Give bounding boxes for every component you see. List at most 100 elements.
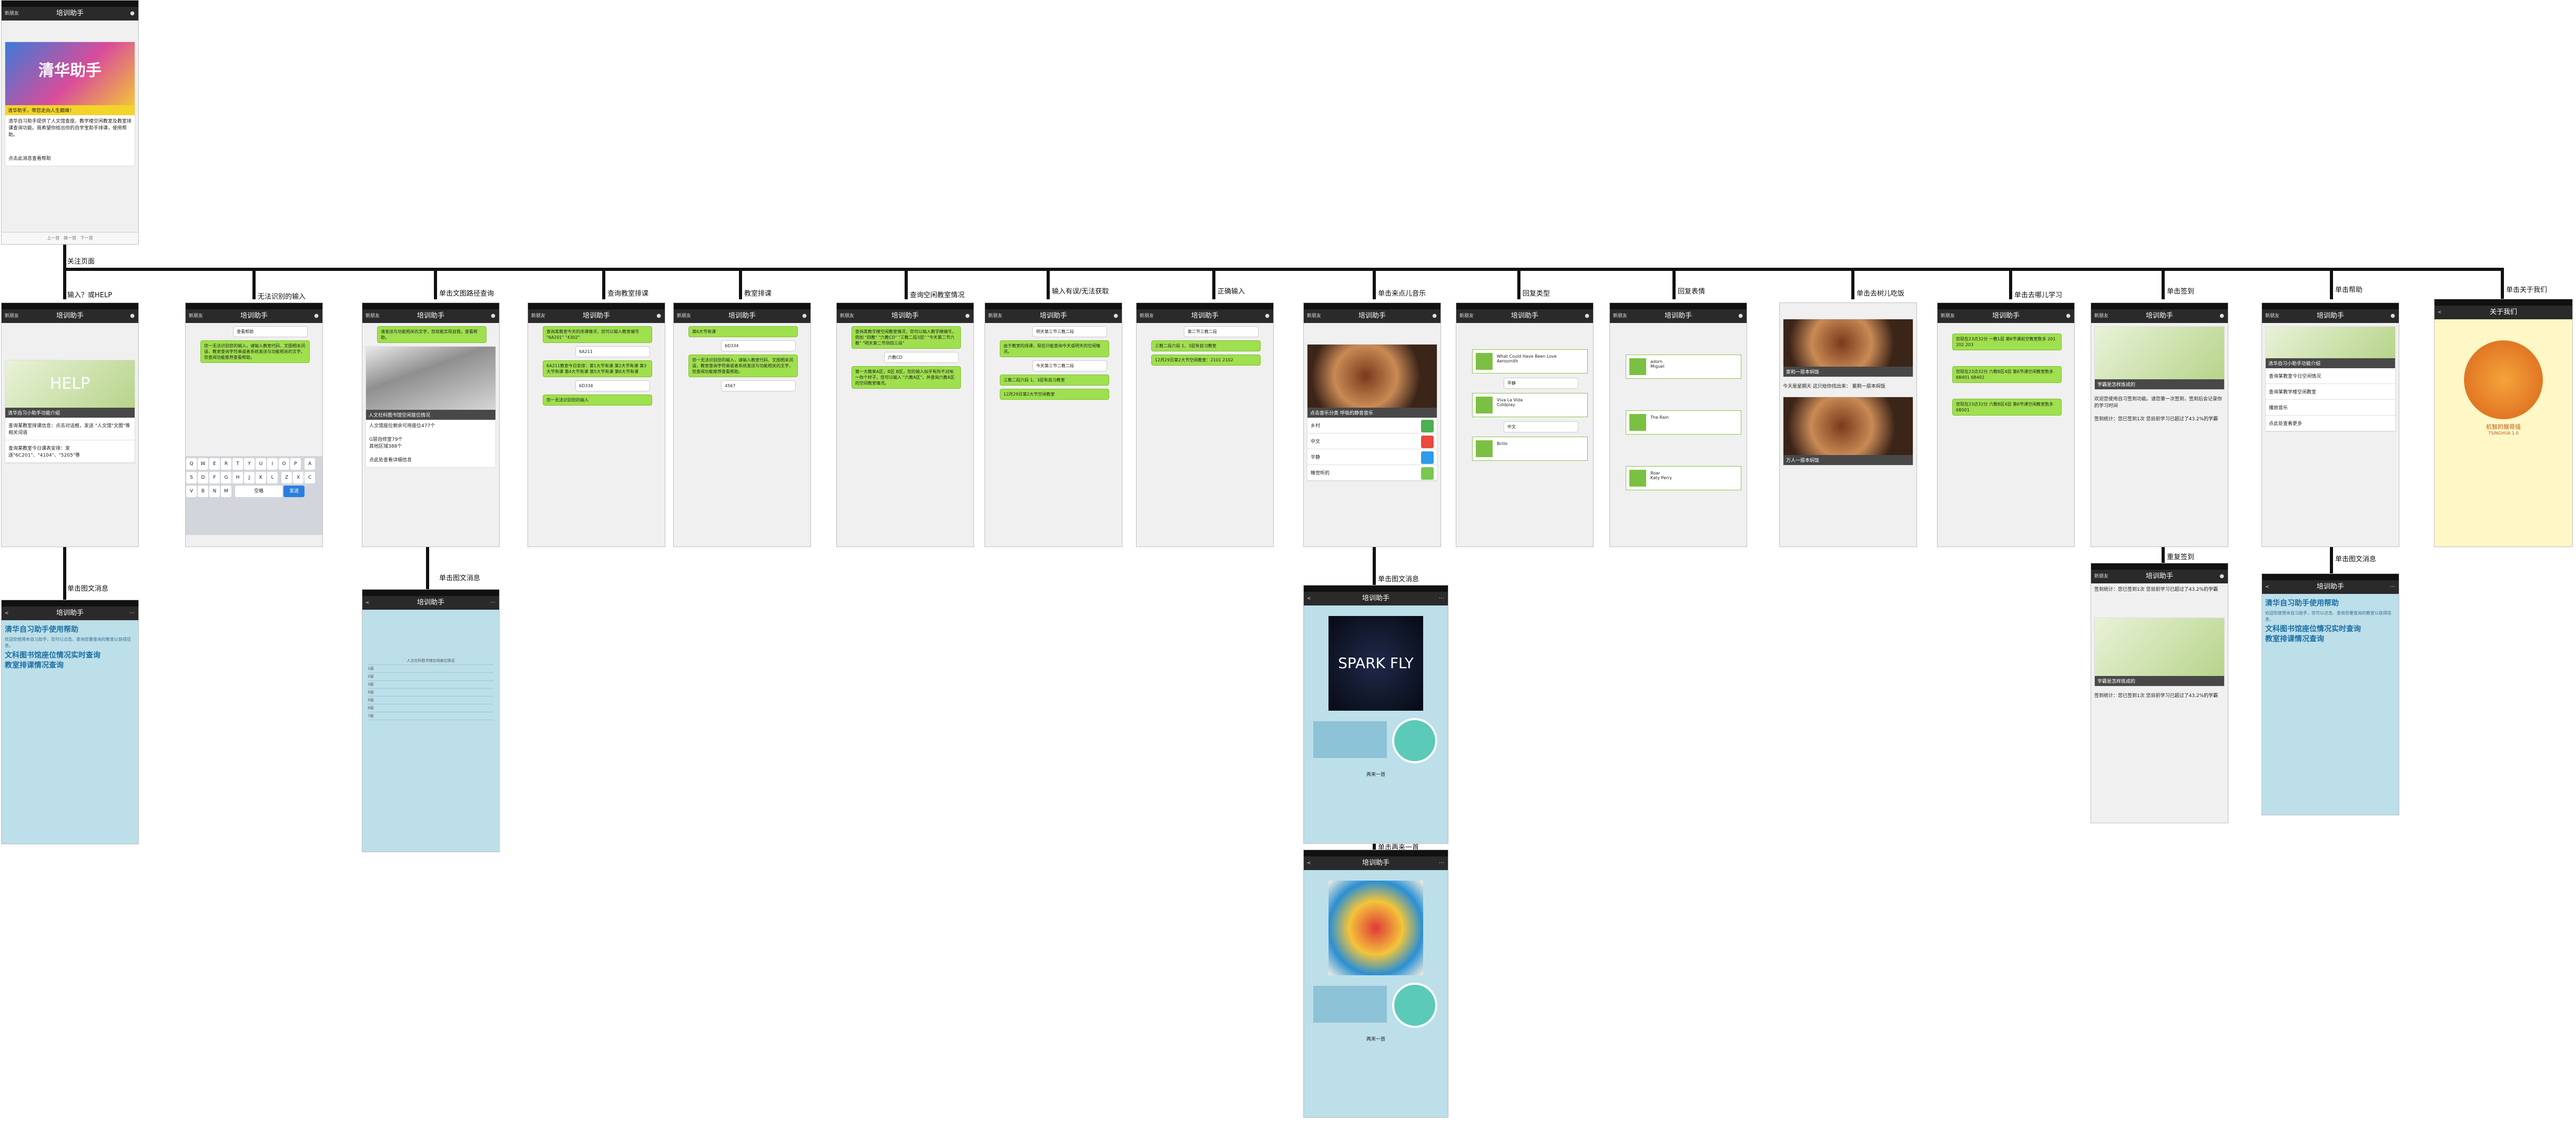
key[interactable]: A: [305, 458, 316, 470]
key[interactable]: M: [221, 486, 231, 497]
back-button[interactable]: 新朋友: [1307, 314, 1322, 319]
library-card[interactable]: 人文社科图书馆空闲座位情况 人文馆座位剩余可用座位477个 G层自修室79个 其他区…: [366, 346, 496, 468]
welcome-hint[interactable]: 点击此消息查看帮助: [8, 156, 52, 161]
prev-tab[interactable]: 上一首: [47, 236, 60, 240]
music-item[interactable]: 睡觉听的: [1307, 465, 1437, 481]
back-button[interactable]: 新朋友: [1941, 314, 1955, 319]
key[interactable]: P: [290, 458, 301, 470]
detail-link[interactable]: 点此处查看详细信息: [369, 458, 412, 463]
more-icon[interactable]: ⋯: [129, 610, 135, 616]
key[interactable]: R: [221, 458, 231, 470]
play-button[interactable]: [1392, 983, 1437, 1028]
back-button[interactable]: <: [366, 600, 370, 605]
song-card[interactable]: adorn Miguel: [1626, 355, 1741, 379]
back-button[interactable]: <: [1307, 861, 1311, 866]
play-icon[interactable]: [1629, 470, 1646, 487]
back-button[interactable]: 新朋友: [1459, 314, 1474, 319]
key[interactable]: I: [267, 458, 278, 470]
back-button[interactable]: 新朋友: [366, 314, 380, 319]
back-button[interactable]: 新朋友: [840, 314, 855, 319]
play-icon[interactable]: [1629, 414, 1646, 431]
key[interactable]: V: [186, 486, 197, 497]
song-card[interactable]: What Could Have Been Love Aerosmith: [1472, 349, 1588, 373]
user-icon[interactable]: ●: [2219, 573, 2224, 579]
key[interactable]: J: [244, 472, 255, 483]
key[interactable]: X: [293, 472, 304, 483]
key[interactable]: W: [198, 458, 208, 470]
key[interactable]: O: [279, 458, 289, 470]
more-icon[interactable]: ⋯: [1439, 860, 1444, 866]
back-button[interactable]: 新朋友: [2094, 574, 2109, 579]
key[interactable]: E: [209, 458, 220, 470]
another-button[interactable]: 再来一首: [1366, 1037, 1385, 1042]
key[interactable]: H: [232, 472, 243, 483]
user-icon[interactable]: ●: [130, 313, 135, 319]
back-button[interactable]: 新朋友: [189, 314, 204, 319]
user-icon[interactable]: ●: [491, 313, 495, 319]
music-card[interactable]: 点击音乐分类 呼吸的静音音乐 乡村 中文 平静 睡觉听的: [1307, 344, 1437, 481]
user-icon[interactable]: ●: [1738, 313, 1743, 319]
back-button[interactable]: <: [2265, 584, 2269, 590]
back-button[interactable]: 新朋友: [677, 314, 692, 319]
next-tab[interactable]: 下一首: [80, 236, 93, 240]
music-item[interactable]: 平静: [1307, 449, 1437, 465]
song-card[interactable]: Roar Katy Perry: [1626, 466, 1741, 490]
key[interactable]: Z: [281, 472, 292, 483]
food-card[interactable]: 万人一层本焖饭: [1783, 397, 1913, 466]
user-icon[interactable]: ●: [802, 313, 807, 319]
key[interactable]: D: [198, 472, 208, 483]
space-key[interactable]: 空格: [235, 486, 283, 497]
back-button[interactable]: 新朋友: [1140, 314, 1154, 319]
user-icon[interactable]: ●: [1432, 313, 1437, 319]
help-row[interactable]: 查询某教室今日课表安排：发送"6C201"、"4104"、"5205"等: [5, 440, 135, 463]
help-row[interactable]: 点此处查看更多: [2266, 416, 2395, 431]
play-icon[interactable]: [1476, 440, 1493, 457]
key[interactable]: B: [198, 486, 208, 497]
key[interactable]: C: [305, 472, 316, 483]
key[interactable]: N: [209, 486, 220, 497]
back-button[interactable]: 新朋友: [1613, 314, 1628, 319]
more-icon[interactable]: ⋯: [490, 600, 495, 605]
checkin-card[interactable]: 学霸是怎样炼成的: [2094, 326, 2225, 390]
play-icon[interactable]: [1476, 397, 1493, 413]
back-button[interactable]: 新朋友: [988, 314, 1003, 319]
help-card[interactable]: 清华自习小助手功能介绍 查询某教室今日空闲情况 查询某教学楼空闲教室 播放音乐 …: [2265, 326, 2396, 432]
user-icon[interactable]: ●: [2390, 313, 2395, 319]
change-tab[interactable]: 换一首: [64, 236, 76, 240]
send-key[interactable]: 发送: [283, 486, 305, 497]
key[interactable]: L: [267, 472, 278, 483]
key[interactable]: U: [256, 458, 266, 470]
key[interactable]: S: [186, 472, 197, 483]
key[interactable]: Q: [186, 458, 197, 470]
another-button[interactable]: 再来一首: [1366, 772, 1385, 777]
checkin-card[interactable]: 学霸是怎样炼成的: [2094, 618, 2225, 686]
user-icon[interactable]: ●: [314, 313, 319, 319]
help-row[interactable]: 播放音乐: [2266, 400, 2395, 416]
back-button[interactable]: 新朋友: [2265, 314, 2280, 319]
user-icon[interactable]: ●: [656, 313, 661, 319]
key[interactable]: T: [232, 458, 243, 470]
key[interactable]: G: [221, 472, 231, 483]
song-card[interactable]: Viva La Vida Coldplay: [1472, 393, 1588, 417]
help-row[interactable]: 查询某教学楼空闲教室: [2266, 384, 2395, 400]
play-icon[interactable]: [1629, 358, 1646, 375]
help-row[interactable]: 查询某教室排课信息：点击对话框，发送 "人文馆"文图"等相关词语: [5, 418, 135, 440]
music-item[interactable]: 中文: [1307, 433, 1437, 449]
welcome-card[interactable]: 清华助手 清华助手，带您走向人生巅峰！ 清华自习助手提供了人文馆查座、教学楼空闲…: [5, 42, 135, 166]
pause-button[interactable]: [1392, 718, 1437, 763]
back-button[interactable]: 新朋友: [5, 11, 19, 16]
song-card[interactable]: Brillo: [1472, 437, 1588, 461]
song-card[interactable]: The Rain: [1626, 410, 1741, 435]
back-button[interactable]: <: [5, 611, 9, 616]
user-icon[interactable]: ●: [1265, 313, 1270, 319]
more-icon[interactable]: ⋯: [1439, 595, 1444, 601]
user-icon[interactable]: ●: [1113, 313, 1118, 319]
user-icon[interactable]: ●: [1585, 313, 1589, 319]
back-button[interactable]: 新朋友: [5, 314, 19, 319]
user-icon[interactable]: ●: [2066, 313, 2071, 319]
back-button[interactable]: 新朋友: [2094, 314, 2109, 319]
music-item[interactable]: 乡村: [1307, 418, 1437, 433]
play-icon[interactable]: [1476, 353, 1493, 370]
key[interactable]: Y: [244, 458, 255, 470]
